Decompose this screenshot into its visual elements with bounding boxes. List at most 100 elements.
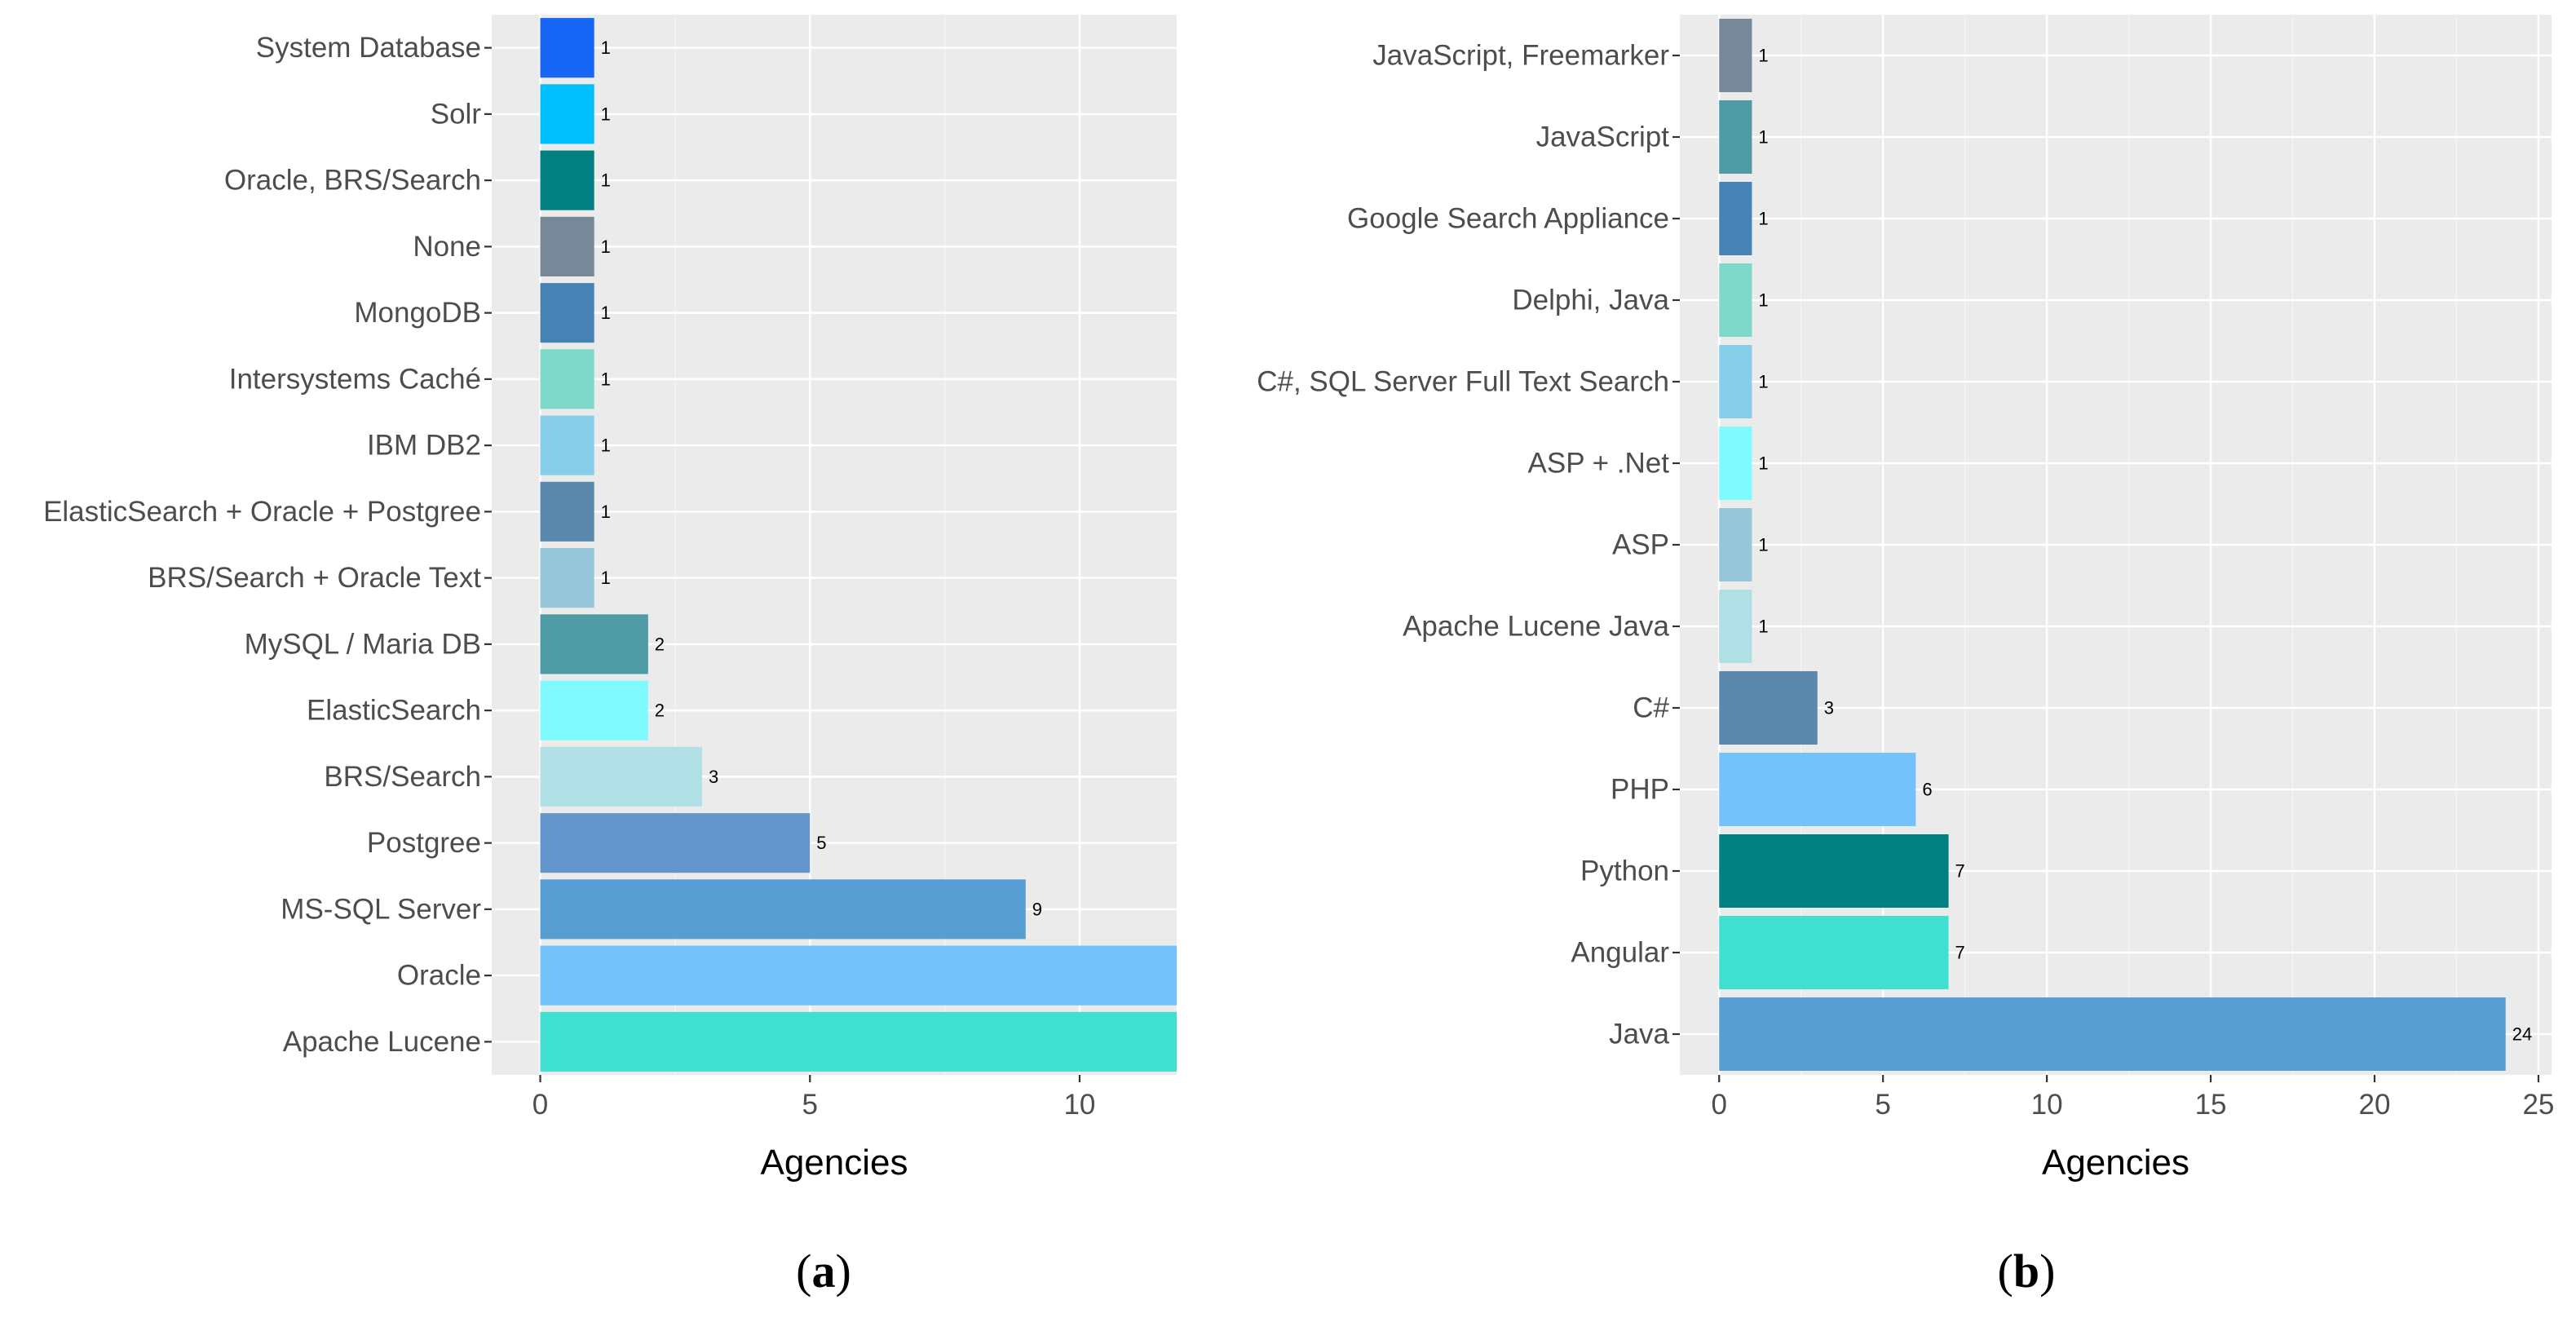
bar: [1719, 997, 2506, 1071]
bar-value-label: 7: [1955, 943, 1965, 963]
bar-value-label: 1: [1758, 46, 1768, 66]
panel-caption: (a): [796, 1245, 851, 1298]
bar-value-label: 1: [601, 170, 611, 191]
bar: [1719, 671, 1818, 745]
bar-value-label: 1: [1758, 453, 1768, 474]
y-tick-label: Apache Lucene Java: [1403, 611, 1669, 643]
bar-value-label: 1: [601, 436, 611, 456]
bar-value-label: 1: [601, 104, 611, 124]
y-tick-label: IBM DB2: [367, 430, 481, 462]
x-tick-label: 15: [2195, 1089, 2227, 1121]
y-tick-label: Delphi, Java: [1512, 285, 1669, 316]
bar-value-label: 1: [1758, 617, 1768, 637]
bars-layer: [540, 18, 1177, 1072]
bar: [1719, 916, 1949, 989]
y-tick-label: MS-SQL Server: [281, 893, 481, 925]
bar: [1719, 427, 1752, 500]
y-tick-label: MySQL / Maria DB: [245, 628, 481, 660]
bar-value-label: 1: [1758, 127, 1768, 148]
x-tick-label: 10: [2031, 1089, 2063, 1121]
panel-caption-letter: a: [812, 1245, 836, 1298]
bar: [540, 945, 1177, 1006]
bar-value-label: 1: [1758, 535, 1768, 555]
bar-value-label: 24: [2512, 1024, 2532, 1045]
bar: [1719, 834, 1949, 908]
y-tick-label: Angular: [1571, 937, 1669, 969]
y-tick-label: C#: [1633, 692, 1669, 724]
y-tick-label: Google Search Appliance: [1347, 203, 1669, 235]
bar: [540, 349, 594, 409]
bar-value-label: 2: [655, 701, 665, 721]
bar-value-label: 1: [1758, 372, 1768, 392]
bar: [1719, 182, 1752, 255]
bar: [540, 18, 594, 78]
bar: [540, 746, 702, 807]
bar: [540, 84, 594, 144]
y-tick-label: ElasticSearch: [307, 695, 481, 727]
y-tick-label: C#, SQL Server Full Text Search: [1257, 366, 1669, 398]
bar-value-label: 1: [1758, 290, 1768, 311]
y-tick-label: ASP: [1612, 529, 1669, 561]
x-tick-label: 5: [1875, 1089, 1890, 1121]
bar: [540, 216, 594, 276]
y-tick-label: BRS/Search + Oracle Text: [148, 562, 481, 594]
panel-caption-letter: b: [2013, 1245, 2039, 1298]
bar-value-label: 1: [1758, 209, 1768, 229]
bar-value-label: 7: [1955, 861, 1965, 882]
y-tick-label: Oracle, BRS/Search: [224, 165, 481, 197]
bar-value-label: 1: [601, 502, 611, 522]
bar: [1719, 263, 1752, 337]
x-tick-label: 20: [2359, 1089, 2391, 1121]
panel-a-chart: 1 System Database 1 Solr 1 Oracle, BRS/Search…: [43, 15, 1177, 1298]
bar-value-label: 1: [601, 38, 611, 58]
x-tick-label: 25: [2522, 1089, 2554, 1121]
x-axis-title: Agencies: [2042, 1143, 2189, 1183]
bar: [540, 481, 594, 542]
y-tick-label: JavaScript: [1536, 122, 1670, 153]
bar-value-label: 6: [1922, 780, 1932, 800]
y-tick-label: Java: [1609, 1019, 1669, 1050]
bar: [540, 614, 648, 674]
bar: [540, 283, 594, 343]
y-tick-label: MongoDB: [354, 297, 481, 329]
x-axis-title: Agencies: [760, 1143, 908, 1183]
bar: [1719, 590, 1752, 663]
y-tick-label: Solr: [431, 98, 482, 130]
y-tick-label: BRS/Search: [324, 761, 481, 793]
bar-value-label: 1: [601, 303, 611, 323]
y-tick-label: ElasticSearch + Oracle + Postgree: [43, 496, 481, 528]
bar-value-label: 2: [655, 634, 665, 654]
y-tick-label: None: [413, 231, 481, 263]
y-tick-label: PHP: [1611, 774, 1669, 806]
bar-value-label: 5: [816, 833, 826, 853]
bar-value-label: 1: [601, 369, 611, 389]
bar-value-label: 3: [1824, 698, 1834, 718]
bar: [1719, 508, 1752, 581]
y-tick-label: Intersystems Caché: [229, 363, 481, 395]
y-tick-label: JavaScript, Freemarker: [1372, 40, 1669, 72]
y-tick-label: Python: [1580, 856, 1669, 887]
panel-caption: (b): [1998, 1245, 2056, 1298]
bar: [1719, 19, 1752, 92]
bar-value-label: 3: [709, 767, 718, 787]
bar-value-label: 1: [601, 237, 611, 257]
x-tick-label: 0: [532, 1089, 548, 1121]
bars-layer: [1719, 19, 2506, 1071]
bar: [1719, 753, 1916, 826]
panel-b-chart: 1 JavaScript, Freemarker 1 JavaScript 1 Googl…: [1257, 15, 2554, 1298]
y-tick-label: ASP + .Net: [1528, 448, 1670, 480]
bar: [540, 548, 594, 608]
bar: [540, 1011, 1177, 1072]
bar: [540, 680, 648, 741]
bar-value-label: 1: [601, 568, 611, 588]
bar: [540, 879, 1026, 940]
bar: [540, 150, 594, 210]
y-tick-label: System Database: [256, 32, 481, 64]
x-tick-label: 5: [802, 1089, 818, 1121]
y-tick-label: Postgree: [367, 827, 481, 859]
bar: [540, 415, 594, 475]
bar-value-label: 9: [1032, 899, 1042, 919]
bar: [1719, 100, 1752, 174]
